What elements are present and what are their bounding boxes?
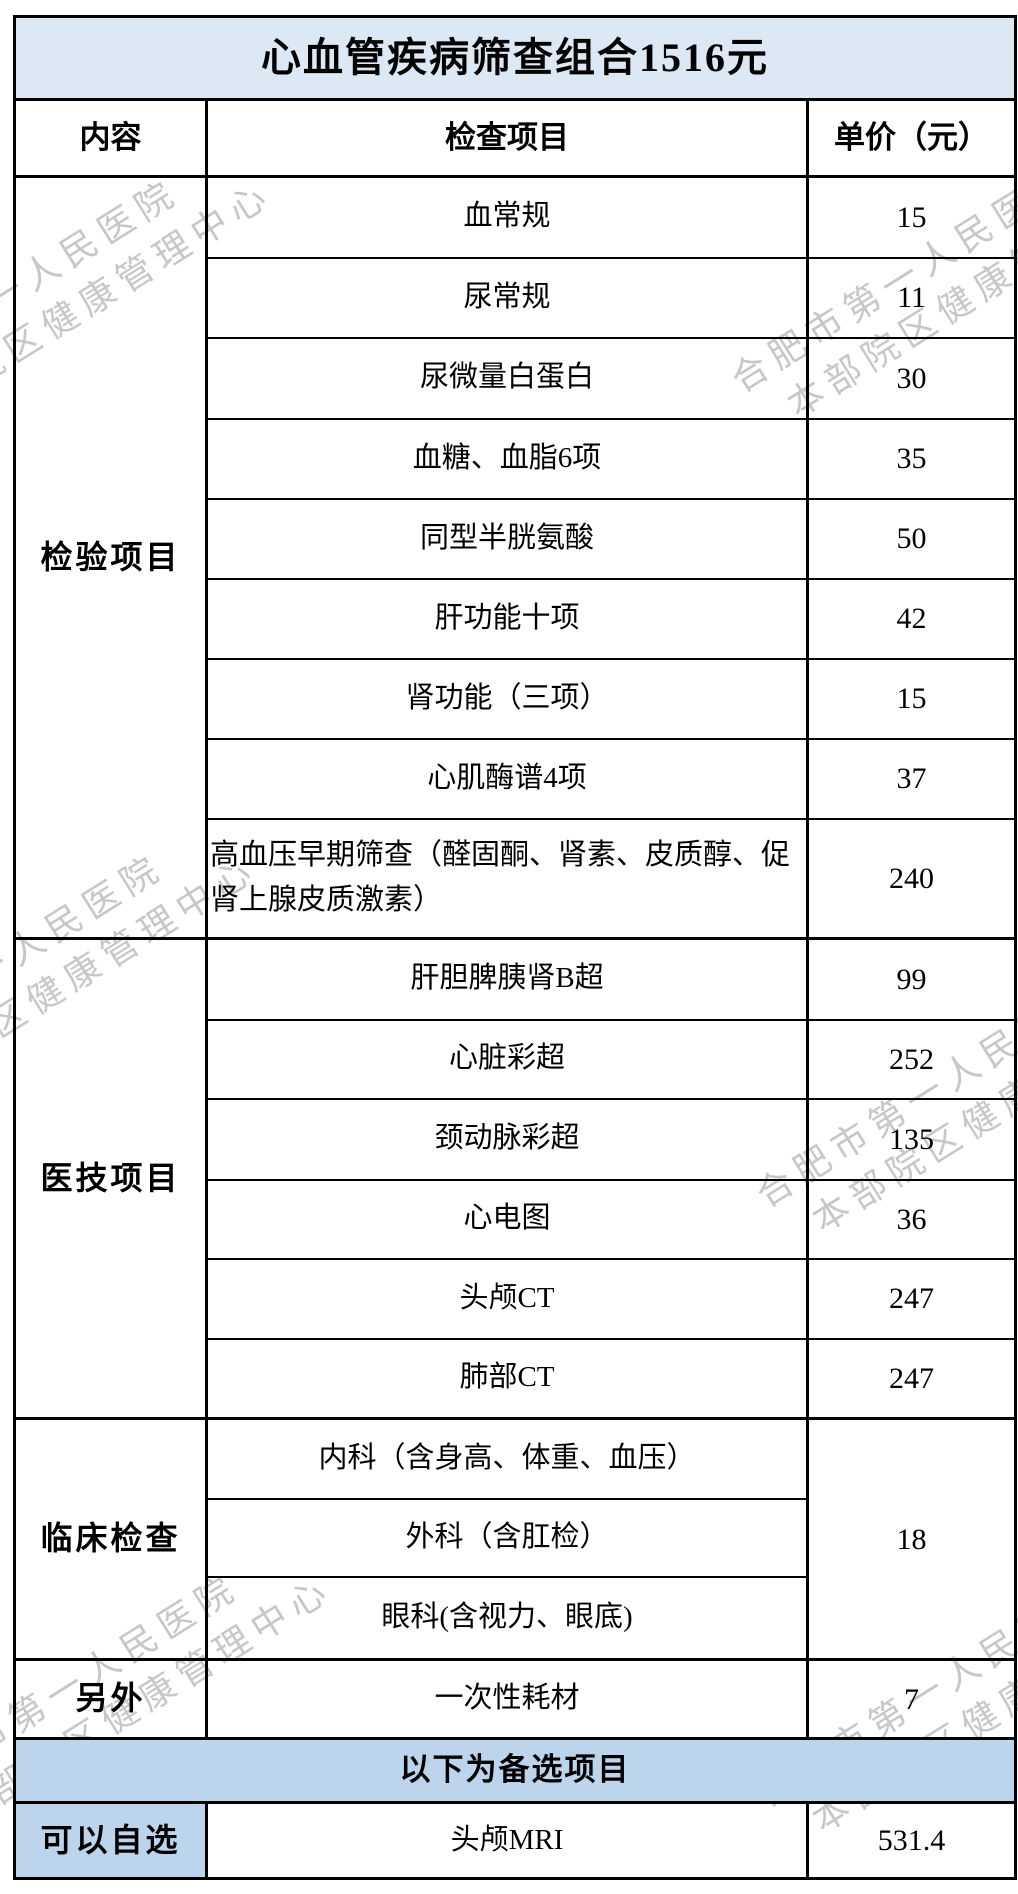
optional-banner: 以下为备选项目	[12, 1737, 1018, 1804]
price-cell-merged: 18	[805, 1417, 1018, 1661]
item-cell: 一次性耗材	[205, 1658, 809, 1740]
item-cell: 肝胆脾胰肾B超	[205, 937, 809, 1021]
table-row: 高血压早期筛查（醛固酮、肾素、皮质醇、促肾上腺皮质激素） 240	[15, 817, 1018, 940]
price-cell: 50	[805, 497, 1018, 580]
table-row: 外科（含肛检）	[15, 1497, 1016, 1578]
item-cell: 肝功能十项	[205, 577, 809, 660]
table-row: 尿常规 11	[15, 256, 1018, 339]
item-cell: 外科（含肛检）	[205, 1497, 809, 1578]
table-row: 心血管疾病筛查组合1516元	[12, 15, 1018, 101]
table-row: 血糖、血脂6项 35	[15, 417, 1018, 500]
item-cell: 头颅CT	[205, 1257, 809, 1340]
item-cell: 内科（含身高、体重、血压）	[205, 1417, 809, 1500]
price-cell: 35	[805, 417, 1018, 500]
price-cell: 36	[805, 1178, 1018, 1260]
price-cell: 247	[805, 1337, 1018, 1420]
item-cell: 高血压早期筛查（醛固酮、肾素、皮质醇、促肾上腺皮质激素）	[205, 817, 809, 940]
table-row: 同型半胱氨酸 50	[15, 497, 1018, 580]
price-table: 心血管疾病筛查组合1516元 内容 检查项目 单价（元） 检验项目 血常规 15…	[12, 15, 1018, 1880]
price-cell: 11	[805, 256, 1018, 339]
table-row: 医技项目 肝胆脾胰肾B超 99	[13, 937, 1018, 1420]
price-cell: 531.4	[805, 1801, 1018, 1880]
item-cell: 心肌酶谱4项	[205, 737, 809, 820]
table-row: 以下为备选项目	[12, 1737, 1018, 1804]
price-cell: 37	[805, 737, 1018, 820]
price-cell: 42	[805, 577, 1018, 660]
price-cell: 99	[805, 937, 1018, 1021]
table-row: 心电图 36	[15, 1178, 1018, 1260]
price-cell: 252	[805, 1018, 1018, 1100]
col-header-price: 单价（元）	[805, 98, 1018, 178]
item-cell: 眼科(含视力、眼底)	[205, 1575, 809, 1661]
table-row: 心脏彩超 252	[15, 1018, 1018, 1100]
col-header-item: 检查项目	[205, 98, 809, 178]
price-cell: 240	[805, 817, 1018, 940]
table-row: 临床检查 内科（含身高、体重、血压） 18	[13, 1417, 1018, 1661]
item-cell: 心电图	[205, 1178, 809, 1260]
item-cell: 尿微量白蛋白	[205, 336, 809, 420]
table-row: 眼科(含视力、眼底)	[15, 1575, 1016, 1661]
table-row: 肾功能（三项） 15	[15, 657, 1018, 740]
table-row: 另外 一次性耗材 7	[13, 1658, 1018, 1740]
price-cell: 15	[805, 657, 1018, 740]
price-cell: 15	[805, 175, 1018, 259]
table-row: 检验项目 血常规 15	[13, 175, 1018, 940]
price-cell: 30	[805, 336, 1018, 420]
table-row: 内容 检查项目 单价（元）	[13, 98, 1018, 178]
price-cell: 135	[805, 1097, 1018, 1181]
category-cell-lab: 检验项目	[13, 175, 208, 940]
category-cell-optional: 可以自选	[13, 1801, 208, 1880]
category-cell-medtech: 医技项目	[13, 937, 208, 1420]
table-row: 肝功能十项 42	[15, 577, 1018, 660]
table-row: 心肌酶谱4项 37	[15, 737, 1018, 820]
item-cell: 肾功能（三项）	[205, 657, 809, 740]
item-cell: 尿常规	[205, 256, 809, 339]
item-cell: 颈动脉彩超	[205, 1097, 809, 1181]
category-cell-clinical: 临床检查	[13, 1417, 208, 1661]
item-cell: 血糖、血脂6项	[205, 417, 809, 500]
table-row: 尿微量白蛋白 30	[15, 336, 1018, 420]
table-row: 颈动脉彩超 135	[15, 1097, 1018, 1181]
item-cell: 血常规	[205, 175, 809, 259]
item-cell: 头颅MRI	[205, 1801, 809, 1880]
price-cell: 247	[805, 1257, 1018, 1340]
table-row: 可以自选 头颅MRI 531.4	[13, 1801, 1018, 1880]
item-cell: 肺部CT	[205, 1337, 809, 1420]
col-header-content: 内容	[13, 98, 208, 178]
item-cell: 同型半胱氨酸	[205, 497, 809, 580]
category-cell-extra: 另外	[13, 1658, 208, 1740]
table-row: 头颅CT 247	[15, 1257, 1018, 1340]
item-cell: 心脏彩超	[205, 1018, 809, 1100]
page-title: 心血管疾病筛查组合1516元	[12, 15, 1018, 101]
table-row: 肺部CT 247	[15, 1337, 1018, 1420]
price-cell: 7	[805, 1658, 1018, 1740]
